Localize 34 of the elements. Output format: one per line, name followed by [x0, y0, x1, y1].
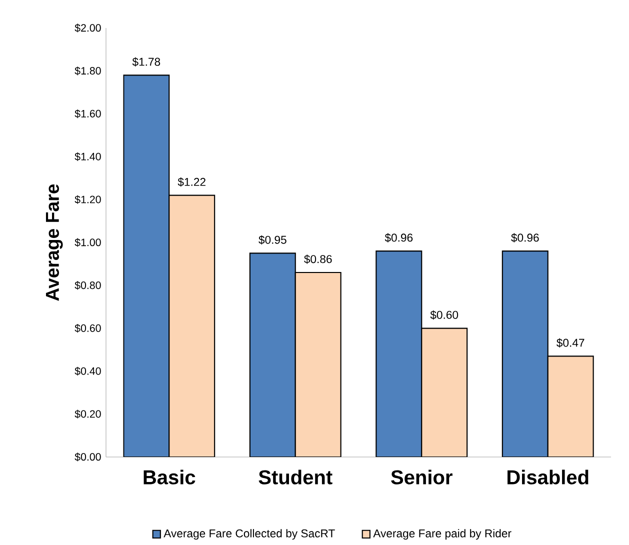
data-label: $0.60 [430, 310, 458, 320]
y-tick-label: $1.60 [74, 109, 101, 118]
y-tick-label: $0.60 [74, 324, 101, 333]
data-label: $0.86 [304, 254, 332, 264]
y-axis-title: Average Fare [46, 184, 63, 301]
data-label: $0.95 [258, 235, 286, 245]
y-tick-label: $0.80 [74, 281, 101, 290]
bar [249, 252, 296, 457]
y-tick-label: $1.00 [74, 238, 101, 247]
bar [421, 328, 468, 457]
x-tick-label: Student [258, 470, 332, 484]
bar [168, 194, 216, 457]
bar [294, 272, 342, 457]
y-tick-label: $2.00 [74, 24, 101, 32]
x-tick-label: Basic [144, 470, 196, 484]
y-tick-label: $0.40 [74, 366, 101, 376]
data-label: $1.78 [132, 57, 160, 66]
x-tick-label: Disabled [508, 470, 588, 484]
bar [547, 356, 594, 457]
legend-label: Average Fare Collected by SacRT [164, 529, 335, 540]
y-tick-label: $1.40 [74, 152, 101, 161]
bar [502, 250, 548, 457]
data-label: $1.22 [178, 177, 206, 187]
x-tick-label: Senior [391, 470, 452, 484]
legend-label: Average Fare paid by Rider [373, 529, 512, 540]
y-tick-label: $0.20 [74, 410, 101, 418]
y-tick-label: $1.80 [74, 66, 101, 76]
y-tick-label: $0.00 [74, 452, 101, 462]
data-label: $0.96 [384, 233, 413, 242]
data-label: $0.96 [511, 233, 539, 242]
data-label: $0.47 [556, 338, 584, 348]
bar [376, 250, 422, 457]
y-tick-label: $1.20 [74, 195, 101, 204]
bar [123, 74, 170, 457]
